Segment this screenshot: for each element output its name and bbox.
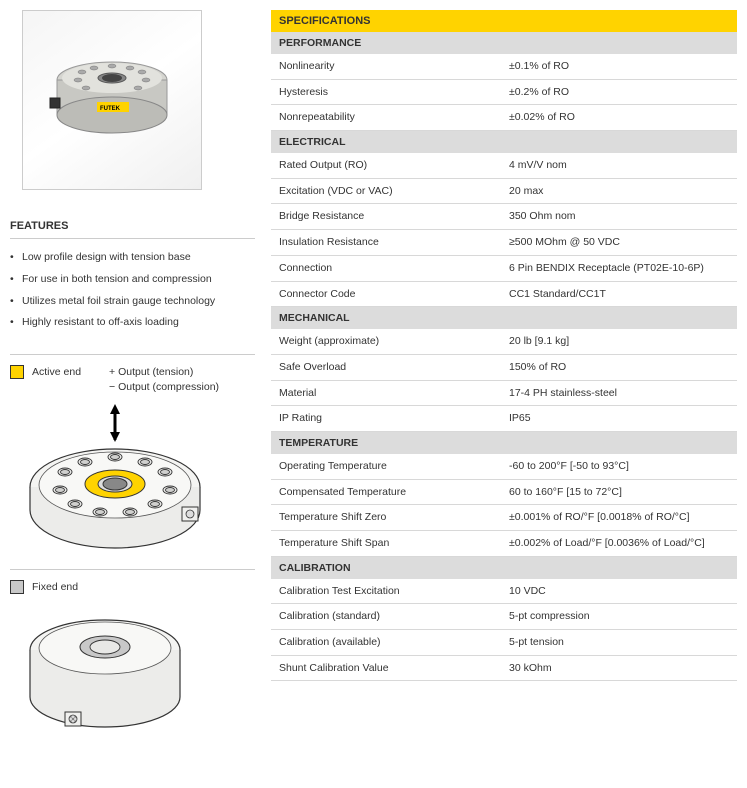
- spec-value: 6 Pin BENDIX Receptacle (PT02E-10-6P): [509, 261, 729, 276]
- output-tension-label: + Output (tension): [109, 365, 219, 380]
- spec-row: Temperature Shift Zero±0.001% of RO/°F […: [271, 505, 737, 531]
- spec-value: 5-pt compression: [509, 609, 729, 624]
- spec-row: Connection6 Pin BENDIX Receptacle (PT02E…: [271, 256, 737, 282]
- spec-value: ±0.001% of RO/°F [0.0018% of RO/°C]: [509, 510, 729, 525]
- spec-row: Excitation (VDC or VAC)20 max: [271, 179, 737, 205]
- spec-value: 150% of RO: [509, 360, 729, 375]
- spec-row: Nonlinearity±0.1% of RO: [271, 54, 737, 80]
- spec-section-header: MECHANICAL: [271, 307, 737, 329]
- legend-swatch-gray: [10, 580, 24, 594]
- spec-section-header: TEMPERATURE: [271, 432, 737, 454]
- spec-label: Connector Code: [279, 287, 509, 302]
- spec-row: Rated Output (RO)4 mV/V nom: [271, 153, 737, 179]
- output-compression-label: − Output (compression): [109, 380, 219, 395]
- spec-row: Insulation Resistance≥500 MOhm @ 50 VDC: [271, 230, 737, 256]
- spec-value: 20 lb [9.1 kg]: [509, 334, 729, 349]
- spec-value: 4 mV/V nom: [509, 158, 729, 173]
- spec-label: Calibration (available): [279, 635, 509, 650]
- spec-value: -60 to 200°F [-50 to 93°C]: [509, 459, 729, 474]
- spec-label: Calibration (standard): [279, 609, 509, 624]
- spec-section-header: ELECTRICAL: [271, 131, 737, 153]
- spec-label: Bridge Resistance: [279, 209, 509, 224]
- spec-label: Weight (approximate): [279, 334, 509, 349]
- specifications-table: SPECIFICATIONS PERFORMANCENonlinearity±0…: [271, 10, 737, 759]
- spec-row: Hysteresis±0.2% of RO: [271, 80, 737, 106]
- spec-row: Nonrepeatability±0.02% of RO: [271, 105, 737, 131]
- legend-active-end: Active end + Output (tension) − Output (…: [10, 354, 255, 394]
- features-heading: FEATURES: [10, 220, 255, 239]
- spec-value: 30 kOhm: [509, 661, 729, 676]
- spec-row: Safe Overload150% of RO: [271, 355, 737, 381]
- legend-label: Fixed end: [32, 580, 78, 593]
- feature-item: Low profile design with tension base: [10, 247, 255, 269]
- spec-label: Nonrepeatability: [279, 110, 509, 125]
- spec-label: Rated Output (RO): [279, 158, 509, 173]
- spec-label: Compensated Temperature: [279, 485, 509, 500]
- features-list: Low profile design with tension base For…: [10, 247, 255, 334]
- feature-item: Highly resistant to off-axis loading: [10, 312, 255, 334]
- spec-value: ±0.002% of Load/°F [0.0036% of Load/°C]: [509, 536, 729, 551]
- spec-row: Calibration (available)5-pt tension: [271, 630, 737, 656]
- spec-value: ±0.1% of RO: [509, 59, 729, 74]
- spec-value: 10 VDC: [509, 584, 729, 599]
- spec-value: 350 Ohm nom: [509, 209, 729, 224]
- spec-label: Safe Overload: [279, 360, 509, 375]
- spec-label: Operating Temperature: [279, 459, 509, 474]
- spec-row: Bridge Resistance350 Ohm nom: [271, 204, 737, 230]
- spec-row: Temperature Shift Span±0.002% of Load/°F…: [271, 531, 737, 557]
- spec-value: 17-4 PH stainless-steel: [509, 386, 729, 401]
- feature-item: For use in both tension and compression: [10, 269, 255, 291]
- diagram-bottom-view: [10, 602, 255, 745]
- spec-row: Shunt Calibration Value30 kOhm: [271, 656, 737, 682]
- spec-row: Weight (approximate)20 lb [9.1 kg]: [271, 329, 737, 355]
- spec-row: Operating Temperature-60 to 200°F [-50 t…: [271, 454, 737, 480]
- spec-value: IP65: [509, 411, 729, 426]
- spec-label: Hysteresis: [279, 85, 509, 100]
- spec-value: CC1 Standard/CC1T: [509, 287, 729, 302]
- spec-label: IP Rating: [279, 411, 509, 426]
- spec-label: Temperature Shift Span: [279, 536, 509, 551]
- spec-label: Excitation (VDC or VAC): [279, 184, 509, 199]
- spec-row: Calibration Test Excitation10 VDC: [271, 579, 737, 605]
- spec-row: Material17-4 PH stainless-steel: [271, 381, 737, 407]
- spec-label: Material: [279, 386, 509, 401]
- spec-value: 20 max: [509, 184, 729, 199]
- spec-row: Connector CodeCC1 Standard/CC1T: [271, 282, 737, 308]
- diagram-top-view: [10, 402, 255, 555]
- feature-item: Utilizes metal foil strain gauge technol…: [10, 291, 255, 313]
- spec-section-header: PERFORMANCE: [271, 32, 737, 54]
- spec-label: Temperature Shift Zero: [279, 510, 509, 525]
- spec-value: 5-pt tension: [509, 635, 729, 650]
- spec-row: Compensated Temperature60 to 160°F [15 t…: [271, 480, 737, 506]
- spec-label: Shunt Calibration Value: [279, 661, 509, 676]
- spec-value: ±0.02% of RO: [509, 110, 729, 125]
- spec-title: SPECIFICATIONS: [271, 10, 737, 32]
- legend-fixed-end: Fixed end: [10, 569, 255, 594]
- svg-text:FUTEK: FUTEK: [100, 106, 121, 112]
- product-photo: FUTEK: [22, 10, 202, 190]
- spec-row: IP RatingIP65: [271, 406, 737, 432]
- spec-section-header: CALIBRATION: [271, 557, 737, 579]
- legend-swatch-yellow: [10, 365, 24, 379]
- spec-value: ≥500 MOhm @ 50 VDC: [509, 235, 729, 250]
- spec-label: Calibration Test Excitation: [279, 584, 509, 599]
- spec-label: Nonlinearity: [279, 59, 509, 74]
- spec-label: Connection: [279, 261, 509, 276]
- legend-label: Active end: [32, 365, 81, 378]
- spec-value: ±0.2% of RO: [509, 85, 729, 100]
- spec-value: 60 to 160°F [15 to 72°C]: [509, 485, 729, 500]
- spec-row: Calibration (standard)5-pt compression: [271, 604, 737, 630]
- spec-label: Insulation Resistance: [279, 235, 509, 250]
